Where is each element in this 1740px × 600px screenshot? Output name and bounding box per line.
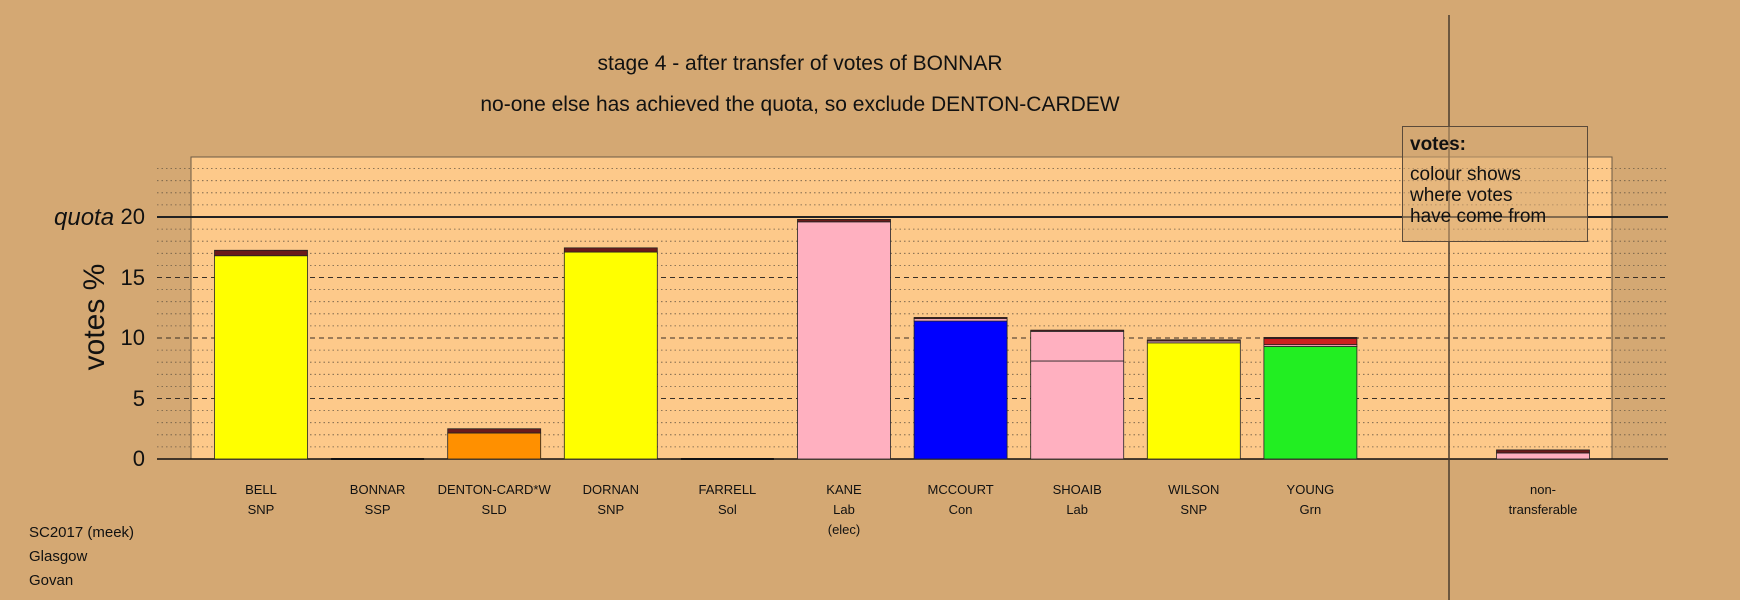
legend-line: where votes: [1410, 185, 1513, 206]
chart-title: stage 4 - after transfer of votes of BON…: [597, 52, 1003, 75]
bar-segment-young: [1263, 336, 1358, 340]
y-tick-label: 15: [120, 264, 145, 290]
candidate-label: WILSON SNP: [1168, 482, 1220, 517]
candidate-label: FARRELL Sol: [698, 482, 757, 517]
candidate-label: SHOAIB Lab: [1052, 482, 1102, 517]
bar-segment-shoaib: [1030, 360, 1125, 460]
bar-segment-bell: [214, 255, 308, 460]
bar-segment-nontransferable: [1496, 452, 1590, 460]
footer-election: SC2017 (meek): [29, 524, 135, 541]
y-tick-label: 0: [132, 446, 145, 471]
bar-segment-nontransferable: [1496, 449, 1590, 454]
candidate-label: DORNAN SNP: [582, 482, 639, 517]
footer-council: Glasgow: [29, 548, 88, 565]
bar-segment-dentoncardw: [447, 432, 542, 460]
footer-ward: Govan: [29, 572, 74, 589]
bar-segment-young: [1263, 338, 1358, 346]
legend-box: votes: colour shows where votes have com…: [1402, 126, 1588, 242]
legend-line: have come from: [1410, 206, 1547, 227]
bar-segment-kane: [797, 221, 891, 460]
plot-panel: [190, 156, 1613, 460]
quota-label: quota: [54, 204, 115, 231]
bars-layer: [214, 219, 1590, 460]
bar-segment-shoaib: [1030, 330, 1125, 362]
bar-segment-bell: [214, 249, 308, 257]
bar-segment-young: [1263, 346, 1358, 460]
candidate-label: BONNAR SSP: [349, 482, 406, 517]
candidate-label: DENTON-CARD*W SLD: [437, 482, 551, 517]
candidate-label: KANE Lab (elec): [826, 482, 862, 537]
bar-segment-shoaib: [1030, 329, 1125, 332]
legend-line: colour shows: [1410, 164, 1521, 185]
bar-segment-mccourt: [913, 317, 1008, 320]
bar-segment-dornan: [563, 251, 658, 460]
y-tick-label: 20: [120, 204, 145, 229]
bar-segment-mccourt: [913, 320, 1008, 460]
legend-title: votes:: [1410, 134, 1466, 155]
y-tick-label: 10: [120, 325, 145, 350]
candidate-label: non-transferable: [1508, 482, 1578, 517]
bar-segment-wilson: [1146, 339, 1241, 342]
bar-segment-wilson: [1146, 342, 1241, 460]
chart-subtitle: no-one else has achieved the quota, so e…: [480, 93, 1120, 116]
candidate-label: BELL SNP: [245, 482, 277, 517]
bar-segment-dornan: [563, 247, 658, 253]
candidate-label: MCCOURT Con: [927, 482, 994, 517]
candidate-label: YOUNG Grn: [1286, 482, 1335, 517]
y-tick-label: 5: [132, 385, 145, 411]
bar-segment-kane: [797, 219, 891, 223]
bar-segment-dentoncardw: [447, 428, 542, 434]
